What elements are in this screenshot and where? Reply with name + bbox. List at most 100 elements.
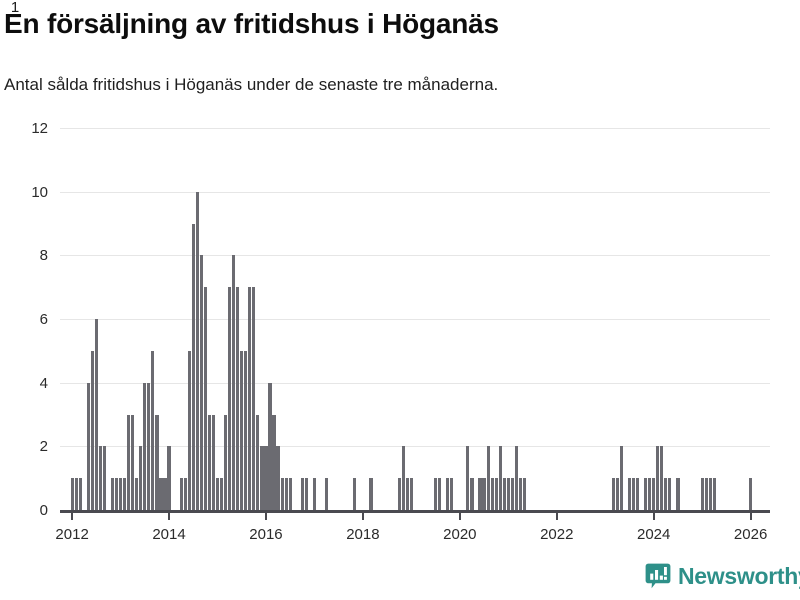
bar bbox=[139, 446, 143, 510]
bar bbox=[98, 446, 102, 510]
x-axis-tick-mark bbox=[555, 513, 558, 520]
bar bbox=[510, 478, 514, 510]
bar bbox=[401, 446, 405, 510]
bar bbox=[179, 478, 183, 510]
bar bbox=[143, 382, 147, 510]
bar bbox=[163, 478, 167, 510]
x-axis-tick-mark bbox=[361, 513, 364, 520]
bar bbox=[611, 478, 615, 510]
bar bbox=[433, 478, 438, 510]
bar bbox=[664, 478, 668, 510]
bar bbox=[438, 478, 442, 510]
bar bbox=[70, 478, 74, 510]
x-axis-tick-mark bbox=[264, 513, 267, 520]
bar bbox=[131, 414, 135, 510]
x-axis-tick-label: 2020 bbox=[443, 526, 477, 543]
bar bbox=[676, 478, 680, 510]
highlight-value-label: 1 bbox=[10, 0, 20, 16]
bar bbox=[708, 478, 712, 510]
bar bbox=[627, 478, 632, 510]
bar bbox=[312, 478, 317, 510]
x-axis-tick-label: 2016 bbox=[249, 526, 283, 543]
bar bbox=[248, 287, 252, 510]
bar bbox=[276, 446, 280, 510]
bar bbox=[159, 478, 163, 510]
bar bbox=[167, 446, 171, 510]
bar bbox=[631, 478, 636, 510]
gridline bbox=[60, 319, 770, 320]
bar bbox=[450, 478, 454, 510]
bar bbox=[110, 478, 115, 510]
bar bbox=[635, 478, 640, 510]
bar bbox=[700, 478, 704, 510]
bar bbox=[656, 446, 660, 510]
bar bbox=[195, 191, 199, 510]
bar bbox=[506, 478, 510, 510]
y-axis-tick-label: 4 bbox=[39, 374, 48, 392]
bar bbox=[135, 478, 139, 510]
bar bbox=[648, 478, 652, 510]
bar bbox=[304, 478, 308, 510]
bar bbox=[619, 446, 623, 510]
bar bbox=[211, 414, 216, 510]
x-axis-tick-label: 2014 bbox=[152, 526, 186, 543]
x-axis-tick-mark bbox=[458, 513, 461, 520]
y-axis-tick-label: 12 bbox=[31, 120, 48, 137]
bar bbox=[74, 478, 78, 510]
page-title: En försäljning av fritidshus i Höganäs bbox=[4, 8, 499, 39]
brand-name: Newsworthy bbox=[678, 562, 800, 589]
bar bbox=[353, 478, 357, 510]
bar bbox=[482, 478, 486, 510]
bar bbox=[102, 446, 106, 510]
bar bbox=[223, 414, 228, 510]
bar bbox=[207, 414, 212, 510]
x-axis-line bbox=[60, 510, 770, 513]
bar bbox=[712, 478, 716, 510]
bar bbox=[280, 478, 284, 510]
x-axis-tick-mark bbox=[749, 513, 752, 520]
bar bbox=[405, 478, 409, 510]
y-axis-tick-label: 10 bbox=[31, 183, 48, 201]
bar bbox=[502, 478, 506, 510]
bar bbox=[215, 478, 220, 510]
bar bbox=[466, 446, 470, 510]
bar bbox=[652, 478, 656, 510]
gridline bbox=[60, 446, 770, 448]
bar bbox=[203, 287, 207, 510]
bar bbox=[324, 478, 329, 510]
bar bbox=[446, 478, 450, 510]
gridline bbox=[60, 382, 770, 384]
bar-series bbox=[70, 191, 753, 510]
x-axis-tick-label: 2024 bbox=[636, 526, 671, 543]
bar bbox=[284, 478, 288, 510]
bar bbox=[236, 287, 240, 510]
bar bbox=[749, 478, 753, 510]
bar bbox=[615, 478, 619, 510]
bar bbox=[240, 350, 244, 510]
bar bbox=[490, 478, 494, 510]
bar bbox=[494, 478, 498, 510]
bar bbox=[118, 478, 123, 510]
bar bbox=[660, 446, 664, 510]
newsworthy-logo: Newsworthy bbox=[645, 563, 800, 589]
bar bbox=[123, 478, 127, 510]
bar bbox=[288, 478, 292, 510]
y-axis-tick-label: 2 bbox=[39, 438, 48, 456]
x-axis-tick-label: 2026 bbox=[733, 526, 768, 543]
bar bbox=[219, 478, 224, 510]
bar bbox=[498, 446, 502, 510]
bar bbox=[127, 414, 131, 510]
gridline bbox=[60, 191, 770, 193]
x-axis-tick-label: 2018 bbox=[346, 526, 380, 543]
bar bbox=[704, 478, 708, 510]
gridline bbox=[60, 255, 770, 257]
chart-subtitle: Antal sålda fritidshus i Höganäs under d… bbox=[4, 75, 499, 94]
x-axis-tick-mark bbox=[652, 513, 655, 520]
bar bbox=[151, 350, 155, 510]
bar bbox=[272, 414, 276, 510]
bar bbox=[155, 414, 159, 510]
bar bbox=[470, 478, 474, 510]
bar bbox=[668, 478, 672, 510]
